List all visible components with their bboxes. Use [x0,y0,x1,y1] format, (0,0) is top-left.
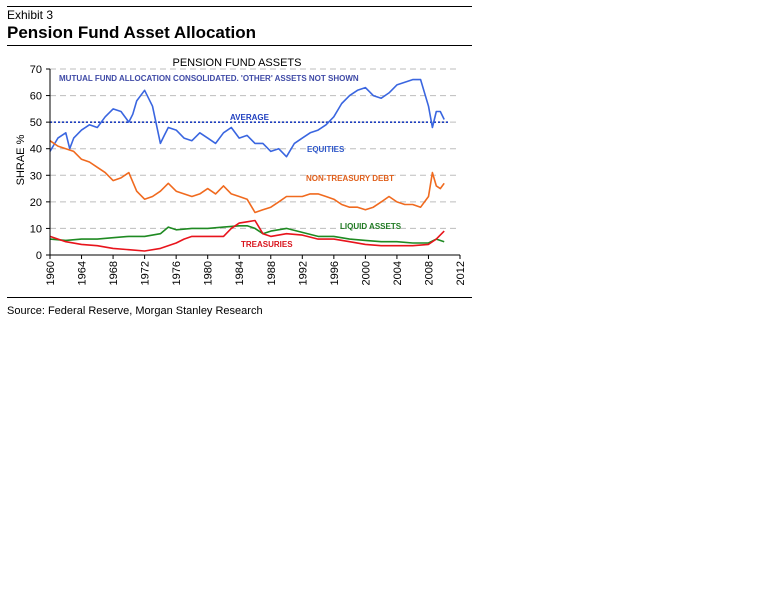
series-lines [49,78,445,252]
label-average: AVERAGE [230,113,270,122]
pension-assets-chart: PENSION FUND ASSETS 0 10 20 30 40 50 60 70 1960… [15,57,467,285]
label-liquid-assets: LIQUID ASSETS [340,222,402,231]
x-tick-label: 2004 [392,261,404,285]
label-equities: EQUITIES [307,145,345,154]
x-tick-label: 1964 [77,261,89,285]
non-treasury-debt-line [49,140,445,214]
label-treasuries: TREASURIES [241,240,293,249]
y-tick-label: 70 [30,64,42,76]
y-tick-label: 30 [30,170,42,182]
source-note: Source: Federal Reserve, Morgan Stanley … [7,305,263,317]
x-tick-label: 1968 [108,261,120,285]
series-labels: AVERAGE EQUITIES NON-TREASURY DEBT LIQUI… [230,113,402,249]
x-tick-label: 1992 [297,261,309,285]
y-tick-label: 0 [36,250,42,262]
treasuries-line [49,219,445,252]
liquid-assets-line [49,225,445,244]
equities-line [49,78,445,158]
exhibit-title: Pension Fund Asset Allocation [7,23,257,42]
gridlines [50,68,460,229]
x-tick-label: 1988 [266,261,278,285]
y-axis-label: SHRAE % [15,134,27,185]
title-divider [7,45,472,46]
x-tick-label: 1976 [171,261,183,285]
x-tick-label: 1984 [234,261,246,285]
x-tick-label: 2000 [360,261,372,285]
x-tick-label: 1972 [140,261,152,285]
x-tick-label: 2012 [455,261,467,285]
y-tick-label: 60 [30,91,42,103]
chart-note: MUTUAL FUND ALLOCATION CONSOLIDATED. 'OT… [59,74,359,83]
y-tick-label: 10 [30,223,42,235]
y-tick-label: 20 [30,197,42,209]
x-axis-ticks: 1960 1964 1968 1972 1976 1980 1984 1988 1992 1996… [45,255,467,285]
exhibit-header: Exhibit 3 Pension Fund Asset Allocation [7,6,472,44]
x-tick-label: 2008 [423,261,435,285]
x-tick-label: 1996 [329,261,341,285]
x-tick-label: 1960 [45,261,57,285]
x-tick-label: 1980 [203,261,215,285]
y-tick-label: 40 [30,144,42,156]
chart-title: PENSION FUND ASSETS [173,57,302,69]
bottom-divider [7,297,472,298]
y-tick-label: 50 [30,117,42,129]
y-axis-ticks: 0 10 20 30 40 50 60 70 [30,64,50,262]
exhibit-label: Exhibit 3 [7,8,54,22]
label-non-treasury-debt: NON-TREASURY DEBT [306,174,394,183]
